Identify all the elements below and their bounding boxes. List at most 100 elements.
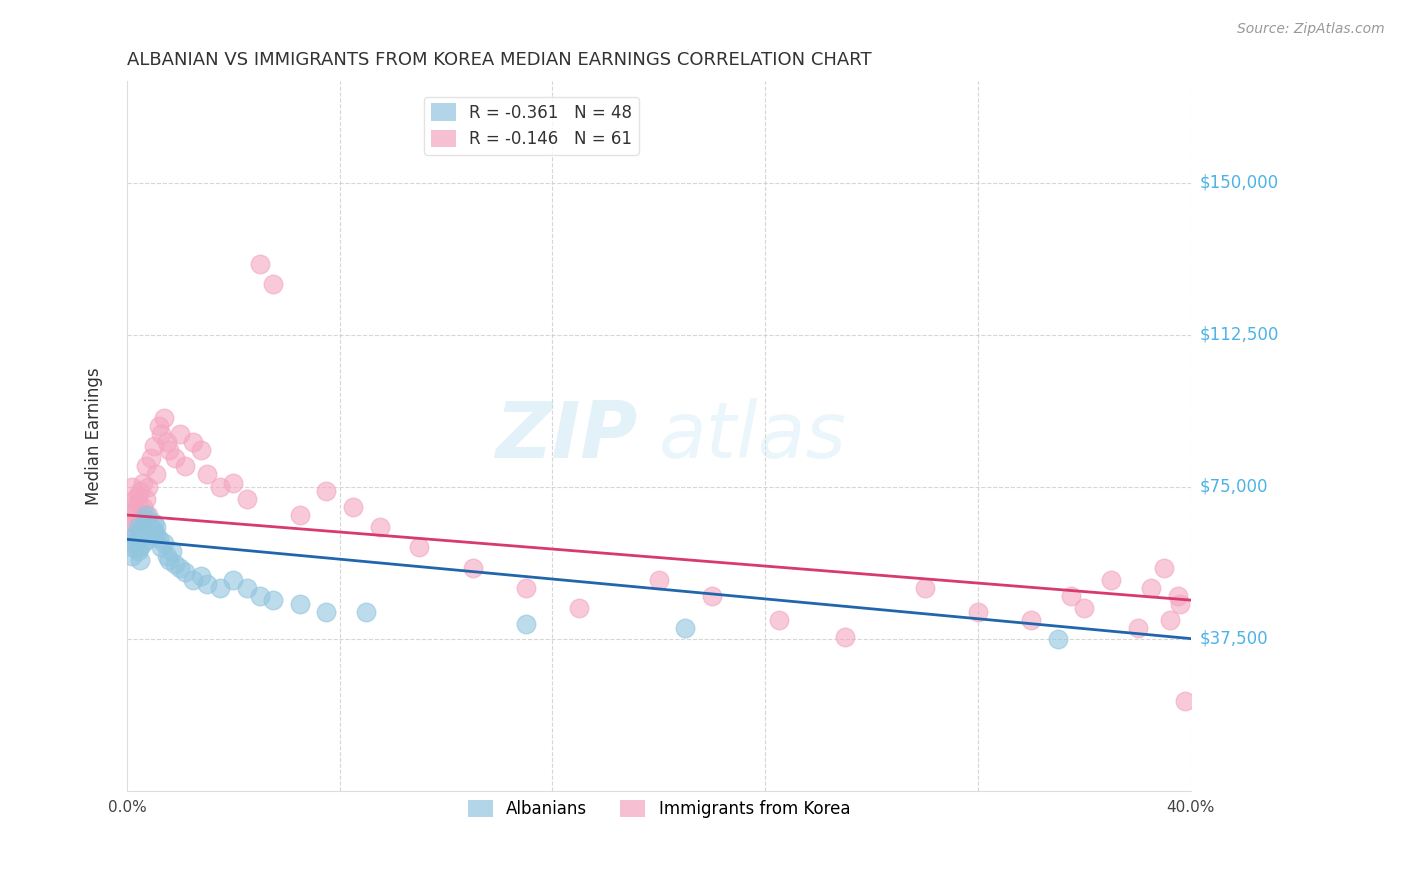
Point	[408, 541, 430, 555]
Point	[195, 577, 218, 591]
Point	[136, 524, 159, 539]
Point	[142, 439, 165, 453]
Point	[142, 516, 165, 530]
Text: Source: ZipAtlas.com: Source: ZipAtlas.com	[1237, 22, 1385, 37]
Point	[121, 508, 143, 522]
Point	[249, 589, 271, 603]
Point	[121, 541, 143, 555]
Point	[132, 500, 155, 514]
Point	[124, 528, 146, 542]
Point	[1126, 622, 1149, 636]
Point	[1159, 613, 1181, 627]
Point	[150, 541, 173, 555]
Point	[183, 573, 205, 587]
Point	[1168, 597, 1191, 611]
Point	[195, 467, 218, 482]
Point	[222, 573, 245, 587]
Point	[135, 508, 157, 522]
Point	[169, 426, 191, 441]
Point	[153, 536, 176, 550]
Point	[145, 520, 167, 534]
Point	[1019, 613, 1042, 627]
Point	[118, 520, 141, 534]
Point	[124, 491, 146, 506]
Point	[288, 597, 311, 611]
Y-axis label: Median Earnings: Median Earnings	[86, 368, 103, 505]
Point	[262, 593, 284, 607]
Point	[315, 483, 337, 498]
Point	[129, 524, 152, 539]
Point	[368, 520, 391, 534]
Point	[142, 524, 165, 539]
Point	[342, 500, 364, 514]
Text: $112,500: $112,500	[1199, 326, 1278, 343]
Point	[135, 512, 157, 526]
Point	[914, 581, 936, 595]
Point	[129, 552, 152, 566]
Point	[132, 475, 155, 490]
Point	[136, 533, 159, 547]
Point	[1073, 601, 1095, 615]
Point	[124, 504, 146, 518]
Text: ZIP: ZIP	[495, 398, 637, 474]
Point	[118, 533, 141, 547]
Point	[208, 480, 231, 494]
Point	[190, 443, 212, 458]
Text: $150,000: $150,000	[1199, 174, 1278, 192]
Point	[129, 512, 152, 526]
Point	[135, 459, 157, 474]
Text: $75,000: $75,000	[1199, 477, 1268, 496]
Point	[1166, 589, 1188, 603]
Legend: Albanians, Immigrants from Korea: Albanians, Immigrants from Korea	[461, 793, 856, 825]
Point	[1174, 694, 1197, 708]
Point	[148, 533, 170, 547]
Text: $37,500: $37,500	[1199, 630, 1268, 648]
Point	[515, 617, 537, 632]
Point	[132, 536, 155, 550]
Point	[183, 435, 205, 450]
Point	[153, 410, 176, 425]
Point	[148, 418, 170, 433]
Point	[249, 257, 271, 271]
Point	[127, 488, 149, 502]
Point	[145, 528, 167, 542]
Text: ALBANIAN VS IMMIGRANTS FROM KOREA MEDIAN EARNINGS CORRELATION CHART: ALBANIAN VS IMMIGRANTS FROM KOREA MEDIAN…	[127, 51, 872, 69]
Point	[288, 508, 311, 522]
Point	[222, 475, 245, 490]
Point	[145, 467, 167, 482]
Point	[156, 435, 179, 450]
Point	[160, 544, 183, 558]
Point	[135, 516, 157, 530]
Point	[174, 459, 197, 474]
Point	[156, 549, 179, 563]
Point	[768, 613, 790, 627]
Point	[190, 569, 212, 583]
Point	[700, 589, 723, 603]
Point	[129, 483, 152, 498]
Point	[132, 520, 155, 534]
Point	[150, 426, 173, 441]
Point	[515, 581, 537, 595]
Point	[235, 491, 257, 506]
Point	[139, 520, 162, 534]
Point	[648, 573, 671, 587]
Point	[1046, 632, 1069, 646]
Point	[159, 552, 181, 566]
Point	[127, 520, 149, 534]
Point	[1099, 573, 1122, 587]
Point	[169, 560, 191, 574]
Point	[121, 549, 143, 563]
Point	[132, 528, 155, 542]
Point	[174, 565, 197, 579]
Point	[235, 581, 257, 595]
Point	[127, 496, 149, 510]
Point	[208, 581, 231, 595]
Point	[124, 536, 146, 550]
Point	[675, 622, 697, 636]
Point	[135, 491, 157, 506]
Point	[315, 605, 337, 619]
Point	[356, 605, 378, 619]
Point	[967, 605, 990, 619]
Point	[159, 443, 181, 458]
Point	[262, 277, 284, 291]
